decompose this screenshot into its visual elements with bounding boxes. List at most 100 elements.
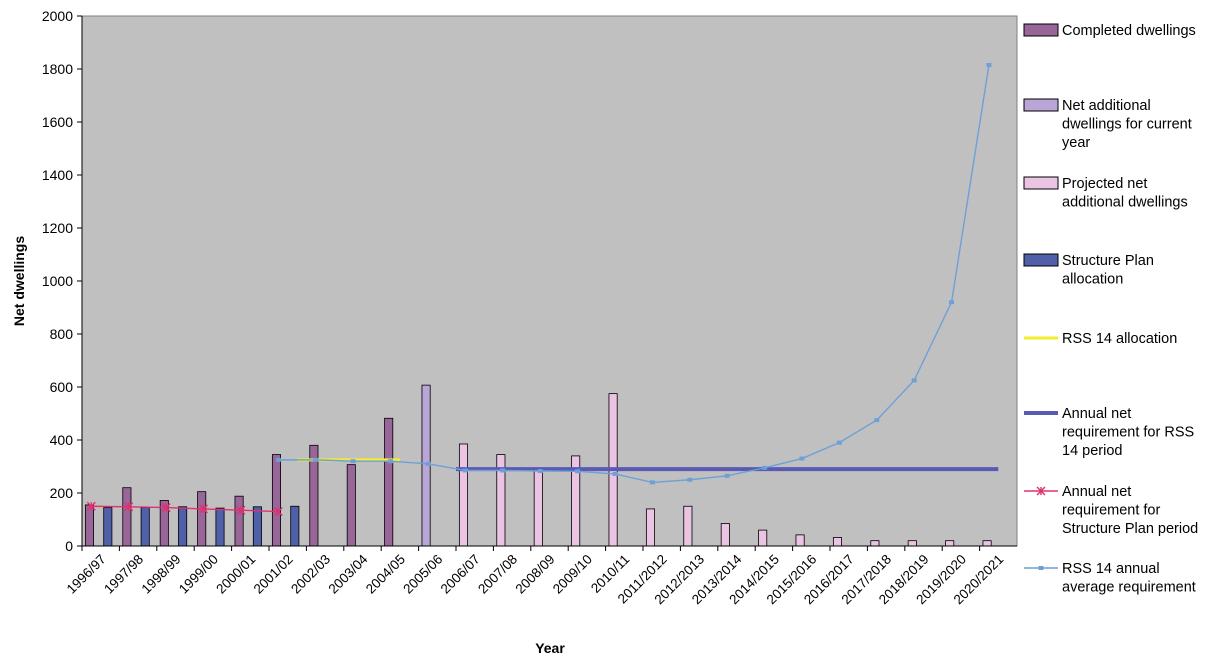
legend-swatch bbox=[1023, 253, 1059, 267]
y-tick-label: 1400 bbox=[42, 167, 73, 183]
x-tick-label: 2003/04 bbox=[325, 551, 370, 596]
marker-star bbox=[236, 505, 246, 515]
bars bbox=[84, 384, 992, 547]
legend-label: RSS 14 allocation bbox=[1062, 331, 1177, 347]
marker-square bbox=[388, 459, 394, 464]
bar-completed-dwellings bbox=[271, 454, 281, 547]
x-tick-label: 2007/08 bbox=[475, 552, 520, 597]
marker-square bbox=[986, 63, 992, 68]
y-tick-label: 1200 bbox=[42, 220, 73, 236]
x-tick-label: 2001/02 bbox=[251, 552, 296, 597]
bar-completed-dwellings bbox=[84, 504, 94, 547]
marker-square bbox=[649, 480, 655, 485]
legend-item: Completed dwellings bbox=[1023, 23, 1196, 39]
bar-projected-net-additional-dwellings bbox=[795, 534, 805, 547]
y-tick-label: 2000 bbox=[42, 8, 73, 24]
bar-completed-dwellings bbox=[197, 491, 207, 547]
y-tick-label: 1600 bbox=[42, 114, 73, 130]
legend-label: additional dwellings bbox=[1062, 195, 1188, 211]
y-tick-label: 200 bbox=[50, 485, 74, 501]
y-tick-label: 400 bbox=[50, 432, 74, 448]
marker-square bbox=[687, 477, 693, 482]
bar-structure-plan-allocation bbox=[103, 507, 113, 547]
bar-projected-net-additional-dwellings bbox=[907, 540, 917, 547]
legend-label: Annual net bbox=[1062, 406, 1131, 422]
y-tick-label: 1800 bbox=[42, 61, 73, 77]
x-tick-label: 1996/97 bbox=[64, 552, 109, 597]
bar-completed-dwellings bbox=[122, 487, 132, 547]
bar-projected-net-additional-dwellings bbox=[982, 540, 992, 547]
bar-projected-net-additional-dwellings bbox=[533, 470, 543, 547]
marker-square bbox=[425, 461, 431, 466]
marker-square bbox=[724, 473, 730, 478]
legend-label: Structure Plan bbox=[1062, 253, 1154, 269]
legend-item: Net additional dwellings for current year bbox=[1023, 98, 1192, 151]
legend-label: Annual net bbox=[1062, 484, 1131, 500]
x-tick-label: 1997/98 bbox=[101, 552, 146, 597]
legend-item: Projected net additional dwellings bbox=[1023, 176, 1188, 211]
legend: Completed dwellings Net additional dwellin… bbox=[1023, 23, 1198, 596]
marker-star bbox=[86, 501, 96, 511]
bar-structure-plan-allocation bbox=[140, 507, 150, 547]
bar-structure-plan-allocation bbox=[178, 506, 188, 547]
line-rss-14-annual-average-requirement bbox=[278, 64, 990, 484]
legend-swatch bbox=[1023, 98, 1059, 112]
marker-square bbox=[799, 456, 805, 461]
bar-projected-net-additional-dwellings bbox=[832, 537, 842, 547]
legend-swatch bbox=[1023, 23, 1059, 37]
legend-label: requirement for bbox=[1062, 503, 1160, 519]
bar-completed-dwellings bbox=[384, 417, 394, 547]
marker-square bbox=[462, 468, 468, 473]
legend-item: RSS 14 allocation bbox=[1024, 331, 1177, 347]
bar-completed-dwellings bbox=[234, 495, 244, 547]
bar-structure-plan-allocation bbox=[252, 506, 262, 547]
bar-projected-net-additional-dwellings bbox=[870, 540, 880, 547]
legend-label: Projected net bbox=[1062, 176, 1147, 192]
x-tick-label: 2008/09 bbox=[512, 552, 557, 597]
marker-square bbox=[612, 471, 618, 476]
x-tick-label: 2006/07 bbox=[438, 552, 483, 597]
marker-square bbox=[500, 468, 506, 473]
bar-structure-plan-allocation bbox=[290, 505, 300, 547]
legend-item: Annual net requirement for RSS 14 period bbox=[1024, 406, 1194, 459]
bar-structure-plan-allocation bbox=[215, 507, 225, 547]
bar-projected-net-additional-dwellings bbox=[458, 443, 468, 547]
legend-label: requirement for RSS bbox=[1062, 425, 1194, 441]
x-tick-label: 2005/06 bbox=[400, 552, 445, 597]
marker-square bbox=[275, 457, 281, 462]
bar-projected-net-additional-dwellings bbox=[758, 529, 768, 547]
axes bbox=[77, 15, 1017, 551]
marker-square bbox=[949, 300, 955, 305]
x-tick-label: 2000/01 bbox=[213, 552, 258, 597]
y-tick-label: 800 bbox=[50, 326, 74, 342]
marker-square bbox=[313, 457, 319, 462]
marker-star bbox=[124, 502, 134, 512]
x-axis-title: Year bbox=[535, 640, 565, 656]
x-tick-label: 2009/10 bbox=[550, 552, 595, 597]
series-lines bbox=[86, 63, 999, 517]
x-tick-label: 2004/05 bbox=[363, 552, 408, 597]
bar-projected-net-additional-dwellings bbox=[645, 508, 655, 547]
marker-square bbox=[762, 465, 768, 470]
line-annual-net-requirement-for-structure-plan-period bbox=[91, 505, 279, 513]
x-tick-label: 2002/03 bbox=[288, 552, 333, 597]
x-tick-label: 1998/99 bbox=[138, 552, 183, 597]
bar-projected-net-additional-dwellings bbox=[945, 540, 955, 547]
marker-star bbox=[199, 504, 209, 514]
marker-square bbox=[874, 418, 880, 423]
plot-area bbox=[81, 15, 1018, 547]
legend-swatch bbox=[1023, 176, 1059, 190]
legend-label: Completed dwellings bbox=[1062, 23, 1196, 39]
legend-label: Net additional bbox=[1062, 98, 1151, 114]
y-tick-label: 0 bbox=[65, 538, 73, 554]
marker-square bbox=[836, 440, 842, 445]
bar-projected-net-additional-dwellings bbox=[720, 523, 730, 547]
legend-label: dwellings for current bbox=[1062, 117, 1192, 133]
bar-projected-net-additional-dwellings bbox=[683, 505, 693, 547]
marker-star bbox=[161, 503, 171, 513]
legend-item: Annual net requirement for Structure Plan … bbox=[1024, 484, 1198, 537]
legend-label: allocation bbox=[1062, 272, 1123, 288]
legend-label: year bbox=[1062, 135, 1090, 151]
legend-item: RSS 14 annual average requirement bbox=[1024, 561, 1196, 596]
